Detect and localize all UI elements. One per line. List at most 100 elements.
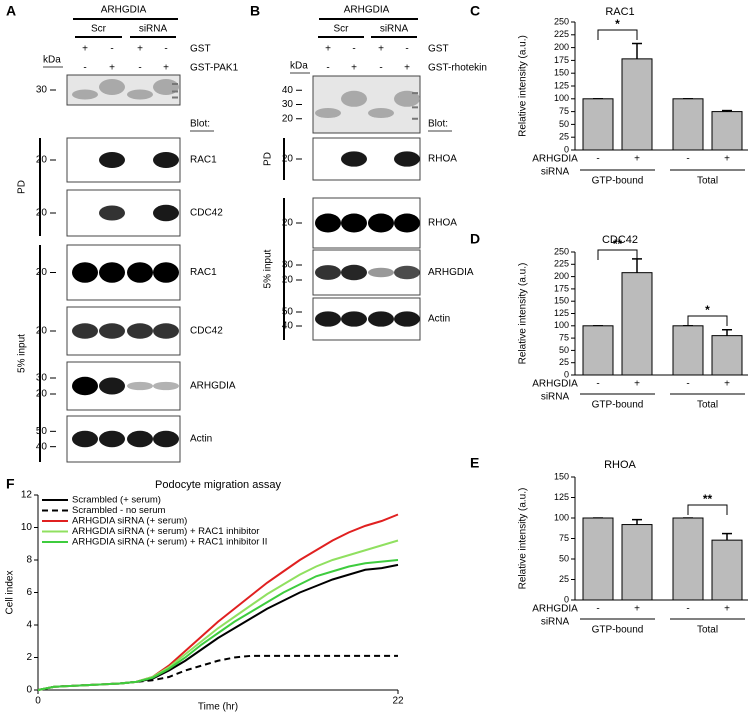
bar [621, 58, 653, 151]
kda-marker: 50 [282, 307, 294, 318]
y-tick-label: 250 [554, 246, 569, 256]
blot-band [368, 213, 394, 233]
y-tick-label: 25 [559, 132, 569, 142]
y-tick-label: 0 [564, 594, 569, 604]
legend-label: Scrambled (+ serum) [72, 495, 161, 506]
x-tick-label: - [686, 154, 689, 165]
y-tick-label: 175 [554, 55, 569, 65]
kda-marker: 20 [36, 326, 48, 337]
group-label: Total [697, 176, 718, 187]
treatment-sign: + [404, 63, 410, 74]
gel-band [341, 90, 367, 107]
gel-band [394, 90, 420, 107]
y-tick-label: 150 [554, 471, 569, 481]
blot-label: ARHGDIA [190, 381, 236, 392]
blot-band [394, 265, 420, 280]
panel-letter: A [6, 3, 16, 19]
panel-letter: F [6, 476, 15, 492]
x-axis-label: Time (hr) [198, 702, 238, 713]
blot-band [341, 264, 367, 281]
kda-marker: 30 [282, 99, 294, 110]
bar [672, 98, 704, 151]
section-label: 5% input [17, 334, 28, 373]
kda-label: kDa [43, 55, 61, 66]
blot-band [72, 262, 98, 283]
bar [672, 325, 704, 376]
group-label: Scr [91, 24, 107, 35]
chart-title: Podocyte migration assay [155, 479, 281, 491]
bar [582, 98, 614, 151]
group-label: Total [697, 625, 718, 636]
bar [582, 325, 614, 376]
treatment-sign: - [138, 63, 141, 74]
y-tick-label: 225 [554, 29, 569, 39]
blot-band [153, 381, 179, 391]
x-tick-label: - [596, 604, 599, 615]
series-line [37, 559, 399, 691]
y-tick-label: 10 [21, 522, 33, 533]
x-tick-label: - [686, 604, 689, 615]
x-tick-label: 0 [35, 696, 41, 707]
treatment-sign: - [405, 44, 408, 55]
row-label: ARHGDIA [532, 154, 578, 165]
y-axis-label: Relative intensity (a.u.) [518, 488, 529, 590]
y-tick-label: 125 [554, 492, 569, 502]
treatment-label: GST [190, 44, 211, 55]
row-label: ARHGDIA [532, 604, 578, 615]
blot-band [394, 213, 420, 233]
y-tick-label: 175 [554, 283, 569, 293]
blot-band [72, 323, 98, 339]
kda-marker: 30 [36, 373, 48, 384]
blot-band [127, 262, 153, 283]
blot-band [127, 430, 153, 448]
gel-band [127, 89, 153, 100]
treatment-sign: - [326, 63, 329, 74]
treatment-sign: + [82, 44, 88, 55]
gel-band [315, 108, 341, 119]
treatment-label: GST [428, 44, 449, 55]
y-tick-label: 2 [26, 652, 32, 663]
bar [621, 524, 653, 601]
y-tick-label: 100 [554, 93, 569, 103]
significance-bracket [597, 29, 638, 40]
kda-marker: 20 [282, 113, 294, 124]
kda-marker: 40 [36, 441, 48, 452]
blot-band [99, 205, 125, 221]
blot-band [99, 377, 125, 395]
treatment-sign: + [325, 44, 331, 55]
panel-letter: D [470, 231, 480, 247]
treatment-sign: + [378, 44, 384, 55]
row-label: siRNA [541, 617, 570, 628]
y-tick-label: 75 [559, 332, 569, 342]
legend-label: ARHGDIA siRNA (+ serum) + RAC1 inhibitor [72, 526, 259, 537]
group-label: siRNA [139, 24, 168, 35]
treatment-sign: + [351, 63, 357, 74]
blot-band [315, 213, 341, 233]
blot-band [99, 430, 125, 448]
y-tick-label: 6 [26, 587, 32, 598]
gel-band [368, 108, 394, 119]
kda-marker: 40 [282, 321, 294, 332]
treatment-sign: + [109, 63, 115, 74]
group-label: Scr [334, 24, 350, 35]
panel-letter: E [470, 455, 479, 471]
blot-band [153, 323, 179, 339]
blot-band [127, 323, 153, 339]
group-label: GTP-bound [592, 625, 644, 636]
y-tick-label: 0 [26, 685, 32, 696]
x-tick-label: - [596, 379, 599, 390]
y-tick-label: 75 [559, 106, 569, 116]
treatment-sign: - [352, 44, 355, 55]
kda-marker: 20 [36, 155, 48, 166]
blot-band [315, 265, 341, 280]
x-tick-label: 22 [392, 696, 404, 707]
blot-band [99, 323, 125, 339]
y-axis-label: Relative intensity (a.u.) [518, 263, 529, 365]
y-tick-label: 8 [26, 555, 32, 566]
bar [621, 272, 653, 376]
kda-marker: 20 [282, 275, 294, 286]
y-tick-label: 125 [554, 308, 569, 318]
panel-letter: B [250, 3, 260, 19]
x-tick-label: + [724, 604, 730, 615]
